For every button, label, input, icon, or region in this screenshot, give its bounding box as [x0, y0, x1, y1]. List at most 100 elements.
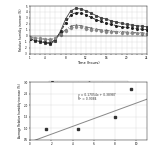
Prunus (aviumgreeni) (LAI=3.22): [111, 31, 112, 33]
Line: Robinia (LAI 3 5): Robinia (LAI 3 5): [29, 24, 148, 41]
Nothofagus procera (LAI=7.57): [65, 18, 66, 20]
Nothofagus procera (LAI=7.57): [80, 8, 82, 10]
Nothofagus procera (LAI=7.57): [146, 26, 148, 28]
Prunus avium (LAI 8.5 9): [65, 22, 66, 24]
Nothofagus procera (LAI=7.57): [44, 42, 46, 44]
Robinia (LAI 3 5): [44, 38, 46, 40]
Nothofagus procera (LAI=7.57): [60, 30, 61, 32]
Prunus avium (LAI 8.5 9): [34, 39, 36, 41]
Prunus (aviumgreeni) (LAI=3.22): [136, 32, 138, 34]
Prunus avium (LAI 8.5 9): [105, 22, 107, 24]
Robinia (LAI 3 5): [105, 30, 107, 31]
Nothofagus procera (LAI=7.57): [105, 18, 107, 20]
Prunus avium (LAI 8.5 9): [100, 21, 102, 22]
Nothofagus procera (LAI=7.57): [34, 40, 36, 41]
Robinia (LAI 3 5): [75, 24, 77, 26]
Prunus avium (LAI 8.5 9): [85, 14, 87, 16]
Robinia (LAI 3 5): [29, 37, 31, 38]
Prunus avium (LAI 8.5 9): [39, 40, 41, 42]
Robinia (LAI 3 5): [80, 25, 82, 27]
Prunus avium (LAI 8.5 9): [90, 16, 92, 18]
Robinia (LAI 3 5): [60, 33, 61, 35]
Nothofagus procera (LAI=7.57): [50, 43, 51, 45]
Y-axis label: Relative humidity increase (%): Relative humidity increase (%): [19, 9, 23, 51]
Prunus avium (LAI 8.5 9): [136, 28, 138, 30]
Prunus (aviumgreeni) (LAI=3.22): [39, 37, 41, 39]
Robinia (LAI 3 5): [90, 27, 92, 29]
Prunus (aviumgreeni) (LAI=3.22): [100, 30, 102, 32]
Prunus (aviumgreeni) (LAI=3.22): [80, 27, 82, 28]
Prunus (aviumgreeni) (LAI=3.22): [85, 28, 87, 30]
Robinia (LAI 3 5): [65, 29, 66, 31]
Prunus (aviumgreeni) (LAI=3.22): [141, 33, 143, 35]
Prunus avium (LAI 8.5 9): [131, 27, 133, 29]
Nothofagus procera (LAI=7.57): [39, 41, 41, 43]
Prunus avium (LAI 8.5 9): [50, 42, 51, 44]
Prunus avium (LAI 8.5 9): [80, 12, 82, 14]
Prunus (aviumgreeni) (LAI=3.22): [126, 32, 127, 34]
Line: Prunus avium (LAI 8.5 9): Prunus avium (LAI 8.5 9): [29, 12, 148, 44]
Text: y = 0.17054x + 0.38987
R² = 0.9084: y = 0.17054x + 0.38987 R² = 0.9084: [78, 93, 116, 101]
Prunus (aviumgreeni) (LAI=3.22): [105, 31, 107, 33]
Prunus (aviumgreeni) (LAI=3.22): [116, 31, 117, 33]
Nothofagus procera (LAI=7.57): [111, 20, 112, 22]
Nothofagus procera (LAI=7.57): [75, 8, 77, 9]
Prunus avium (LAI 8.5 9): [29, 38, 31, 40]
Nothofagus procera (LAI=7.57): [141, 25, 143, 27]
Robinia (LAI 3 5): [126, 31, 127, 33]
Robinia (LAI 3 5): [55, 37, 56, 39]
Prunus avium (LAI 8.5 9): [121, 26, 122, 28]
Prunus avium (LAI 8.5 9): [141, 28, 143, 30]
Prunus (aviumgreeni) (LAI=3.22): [95, 30, 97, 31]
Robinia (LAI 3 5): [131, 31, 133, 33]
Line: Prunus (aviumgreeni) (LAI=3.22): Prunus (aviumgreeni) (LAI=3.22): [29, 26, 148, 40]
Nothofagus procera (LAI=7.57): [131, 24, 133, 26]
Prunus avium (LAI 8.5 9): [44, 41, 46, 43]
Prunus (aviumgreeni) (LAI=3.22): [70, 27, 72, 29]
Line: Nothofagus procera (LAI=7.57): Nothofagus procera (LAI=7.57): [29, 8, 148, 45]
Robinia (LAI 3 5): [111, 30, 112, 32]
Prunus avium (LAI 8.5 9): [116, 25, 117, 27]
Nothofagus procera (LAI=7.57): [121, 22, 122, 24]
Nothofagus procera (LAI=7.57): [55, 40, 56, 41]
Nothofagus procera (LAI=7.57): [100, 17, 102, 19]
Nothofagus procera (LAI=7.57): [116, 21, 117, 23]
Prunus avium (LAI 8.5 9): [70, 14, 72, 16]
Robinia (LAI 3 5): [39, 38, 41, 40]
Prunus avium (LAI 8.5 9): [55, 38, 56, 40]
Robinia (LAI 3 5): [141, 32, 143, 34]
Robinia (LAI 3 5): [95, 28, 97, 30]
Prunus avium (LAI 8.5 9): [75, 12, 77, 13]
Y-axis label: Average Relative humidity increase (%): Average Relative humidity increase (%): [18, 84, 22, 138]
Legend: Nothofagus procera (LAI=7.57), Prunus avium (LAI 8.5 9), Robinia (LAI 3 5), Prun: Nothofagus procera (LAI=7.57), Prunus av…: [49, 81, 128, 87]
X-axis label: Time (hours): Time (hours): [77, 61, 100, 65]
Robinia (LAI 3 5): [116, 31, 117, 33]
Prunus (aviumgreeni) (LAI=3.22): [50, 38, 51, 40]
Nothofagus procera (LAI=7.57): [29, 38, 31, 40]
Prunus (aviumgreeni) (LAI=3.22): [146, 33, 148, 35]
Nothofagus procera (LAI=7.57): [85, 10, 87, 12]
Prunus avium (LAI 8.5 9): [146, 29, 148, 31]
Nothofagus procera (LAI=7.57): [136, 25, 138, 27]
Prunus (aviumgreeni) (LAI=3.22): [60, 34, 61, 35]
Robinia (LAI 3 5): [70, 25, 72, 27]
Prunus avium (LAI 8.5 9): [111, 24, 112, 25]
Nothofagus procera (LAI=7.57): [70, 10, 72, 12]
Prunus avium (LAI 8.5 9): [60, 31, 61, 33]
Prunus (aviumgreeni) (LAI=3.22): [44, 38, 46, 40]
Robinia (LAI 3 5): [136, 32, 138, 34]
Prunus (aviumgreeni) (LAI=3.22): [55, 37, 56, 38]
Nothofagus procera (LAI=7.57): [95, 15, 97, 16]
Prunus (aviumgreeni) (LAI=3.22): [34, 37, 36, 38]
Robinia (LAI 3 5): [85, 26, 87, 28]
Robinia (LAI 3 5): [121, 31, 122, 33]
Prunus (aviumgreeni) (LAI=3.22): [131, 32, 133, 34]
Nothofagus procera (LAI=7.57): [126, 24, 127, 25]
Prunus avium (LAI 8.5 9): [126, 27, 127, 28]
Nothofagus procera (LAI=7.57): [90, 12, 92, 14]
Prunus (aviumgreeni) (LAI=3.22): [29, 36, 31, 38]
Robinia (LAI 3 5): [50, 39, 51, 41]
Prunus avium (LAI 8.5 9): [95, 19, 97, 21]
Prunus (aviumgreeni) (LAI=3.22): [75, 26, 77, 28]
Prunus (aviumgreeni) (LAI=3.22): [65, 30, 66, 32]
